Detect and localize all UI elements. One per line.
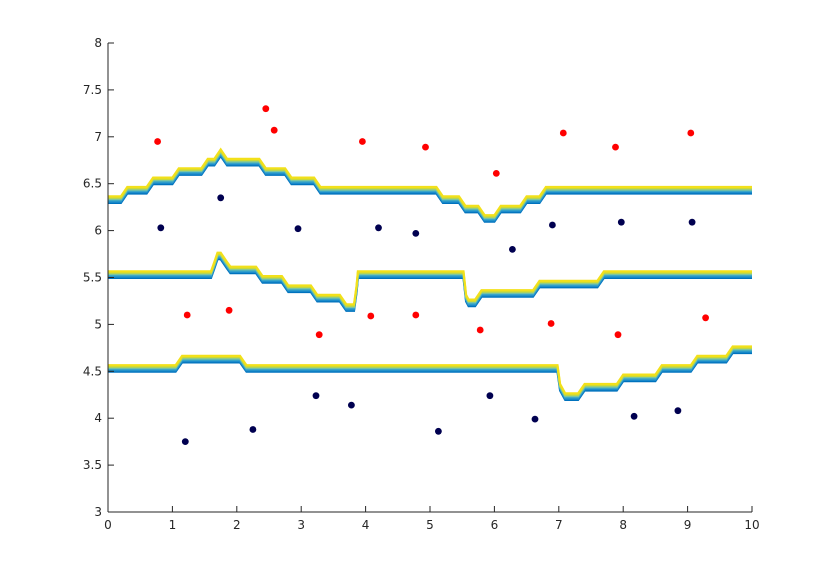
x-tick-label: 6 <box>491 518 499 532</box>
x-tick-label: 2 <box>233 518 241 532</box>
y-tick-label: 6 <box>94 224 102 238</box>
data-point-series1-7 <box>359 138 366 145</box>
y-tick-label: 3 <box>94 505 102 519</box>
data-point-series2-16 <box>630 412 638 420</box>
data-point-series2-3 <box>217 194 225 202</box>
data-point-series1-2 <box>183 311 191 319</box>
axes <box>107 42 753 513</box>
data-point-series1-5 <box>270 126 278 134</box>
y-tick-label: 5 <box>94 317 102 331</box>
data-point-series1-10 <box>422 143 429 151</box>
x-tick-label: 0 <box>104 518 112 532</box>
data-point-series2-6 <box>312 392 320 400</box>
x-tick-label: 7 <box>555 518 563 532</box>
y-tick-label: 4 <box>94 411 102 425</box>
boundary-3-level-6 <box>108 345 752 395</box>
data-point-series1-18 <box>702 314 709 322</box>
y-tick-labels: 3 3.5 4 4.5 5 5.5 6 6.5 7 7.5 8 <box>83 36 102 519</box>
data-point-series1-16 <box>614 331 622 339</box>
data-point-series2-12 <box>509 246 516 253</box>
y-tick-label: 8 <box>94 36 102 50</box>
data-point-series2-17 <box>674 407 682 415</box>
decision-boundaries <box>108 147 752 401</box>
data-point-series1-8 <box>367 312 375 320</box>
data-point-series1-12 <box>492 170 500 177</box>
data-point-series2-13 <box>531 415 539 423</box>
data-point-series2-11 <box>486 392 494 400</box>
x-tick-label: 1 <box>169 518 177 532</box>
data-point-series2-7 <box>348 401 355 409</box>
y-tick-label: 4.5 <box>83 364 102 378</box>
data-point-series1-9 <box>412 311 420 319</box>
data-point-series1-3 <box>225 306 233 314</box>
data-point-series2-4 <box>249 426 257 433</box>
data-point-series1-13 <box>547 320 555 327</box>
data-point-series1-11 <box>476 326 484 334</box>
x-tick-label: 4 <box>362 518 370 532</box>
y-tick-label: 6.5 <box>83 177 102 191</box>
x-tick-labels: 0 1 2 3 4 5 6 7 8 9 10 <box>104 518 759 532</box>
data-point-series1-14 <box>559 129 567 137</box>
data-point-series1-6 <box>315 331 323 339</box>
x-tick-label: 10 <box>744 518 759 532</box>
data-point-series2-8 <box>375 224 382 232</box>
x-tick-label: 9 <box>684 518 692 532</box>
data-point-series2-9 <box>412 230 420 237</box>
y-tick-label: 7 <box>94 130 102 144</box>
data-point-series2-14 <box>549 221 556 229</box>
data-point-series2-15 <box>617 218 625 226</box>
data-point-series2-1 <box>157 224 165 232</box>
data-point-series2-5 <box>294 225 302 233</box>
x-tick-label: 3 <box>297 518 305 532</box>
data-point-series2-18 <box>688 218 696 226</box>
data-point-series2-10 <box>435 427 442 435</box>
data-point-series2-2 <box>181 438 189 445</box>
data-points <box>154 105 709 445</box>
y-tick-label: 5.5 <box>83 271 102 285</box>
boundary-1-level-6 <box>108 147 752 217</box>
data-point-series1-17 <box>687 129 695 137</box>
x-tick-label: 5 <box>426 518 434 532</box>
x-tick-label: 8 <box>619 518 627 532</box>
data-point-series1-15 <box>612 143 619 151</box>
y-tick-label: 3.5 <box>83 458 102 472</box>
boundary-2-level-6 <box>108 251 752 306</box>
y-tick-label: 7.5 <box>83 83 102 97</box>
data-point-series1-1 <box>154 138 162 145</box>
data-point-series1-4 <box>262 105 270 113</box>
